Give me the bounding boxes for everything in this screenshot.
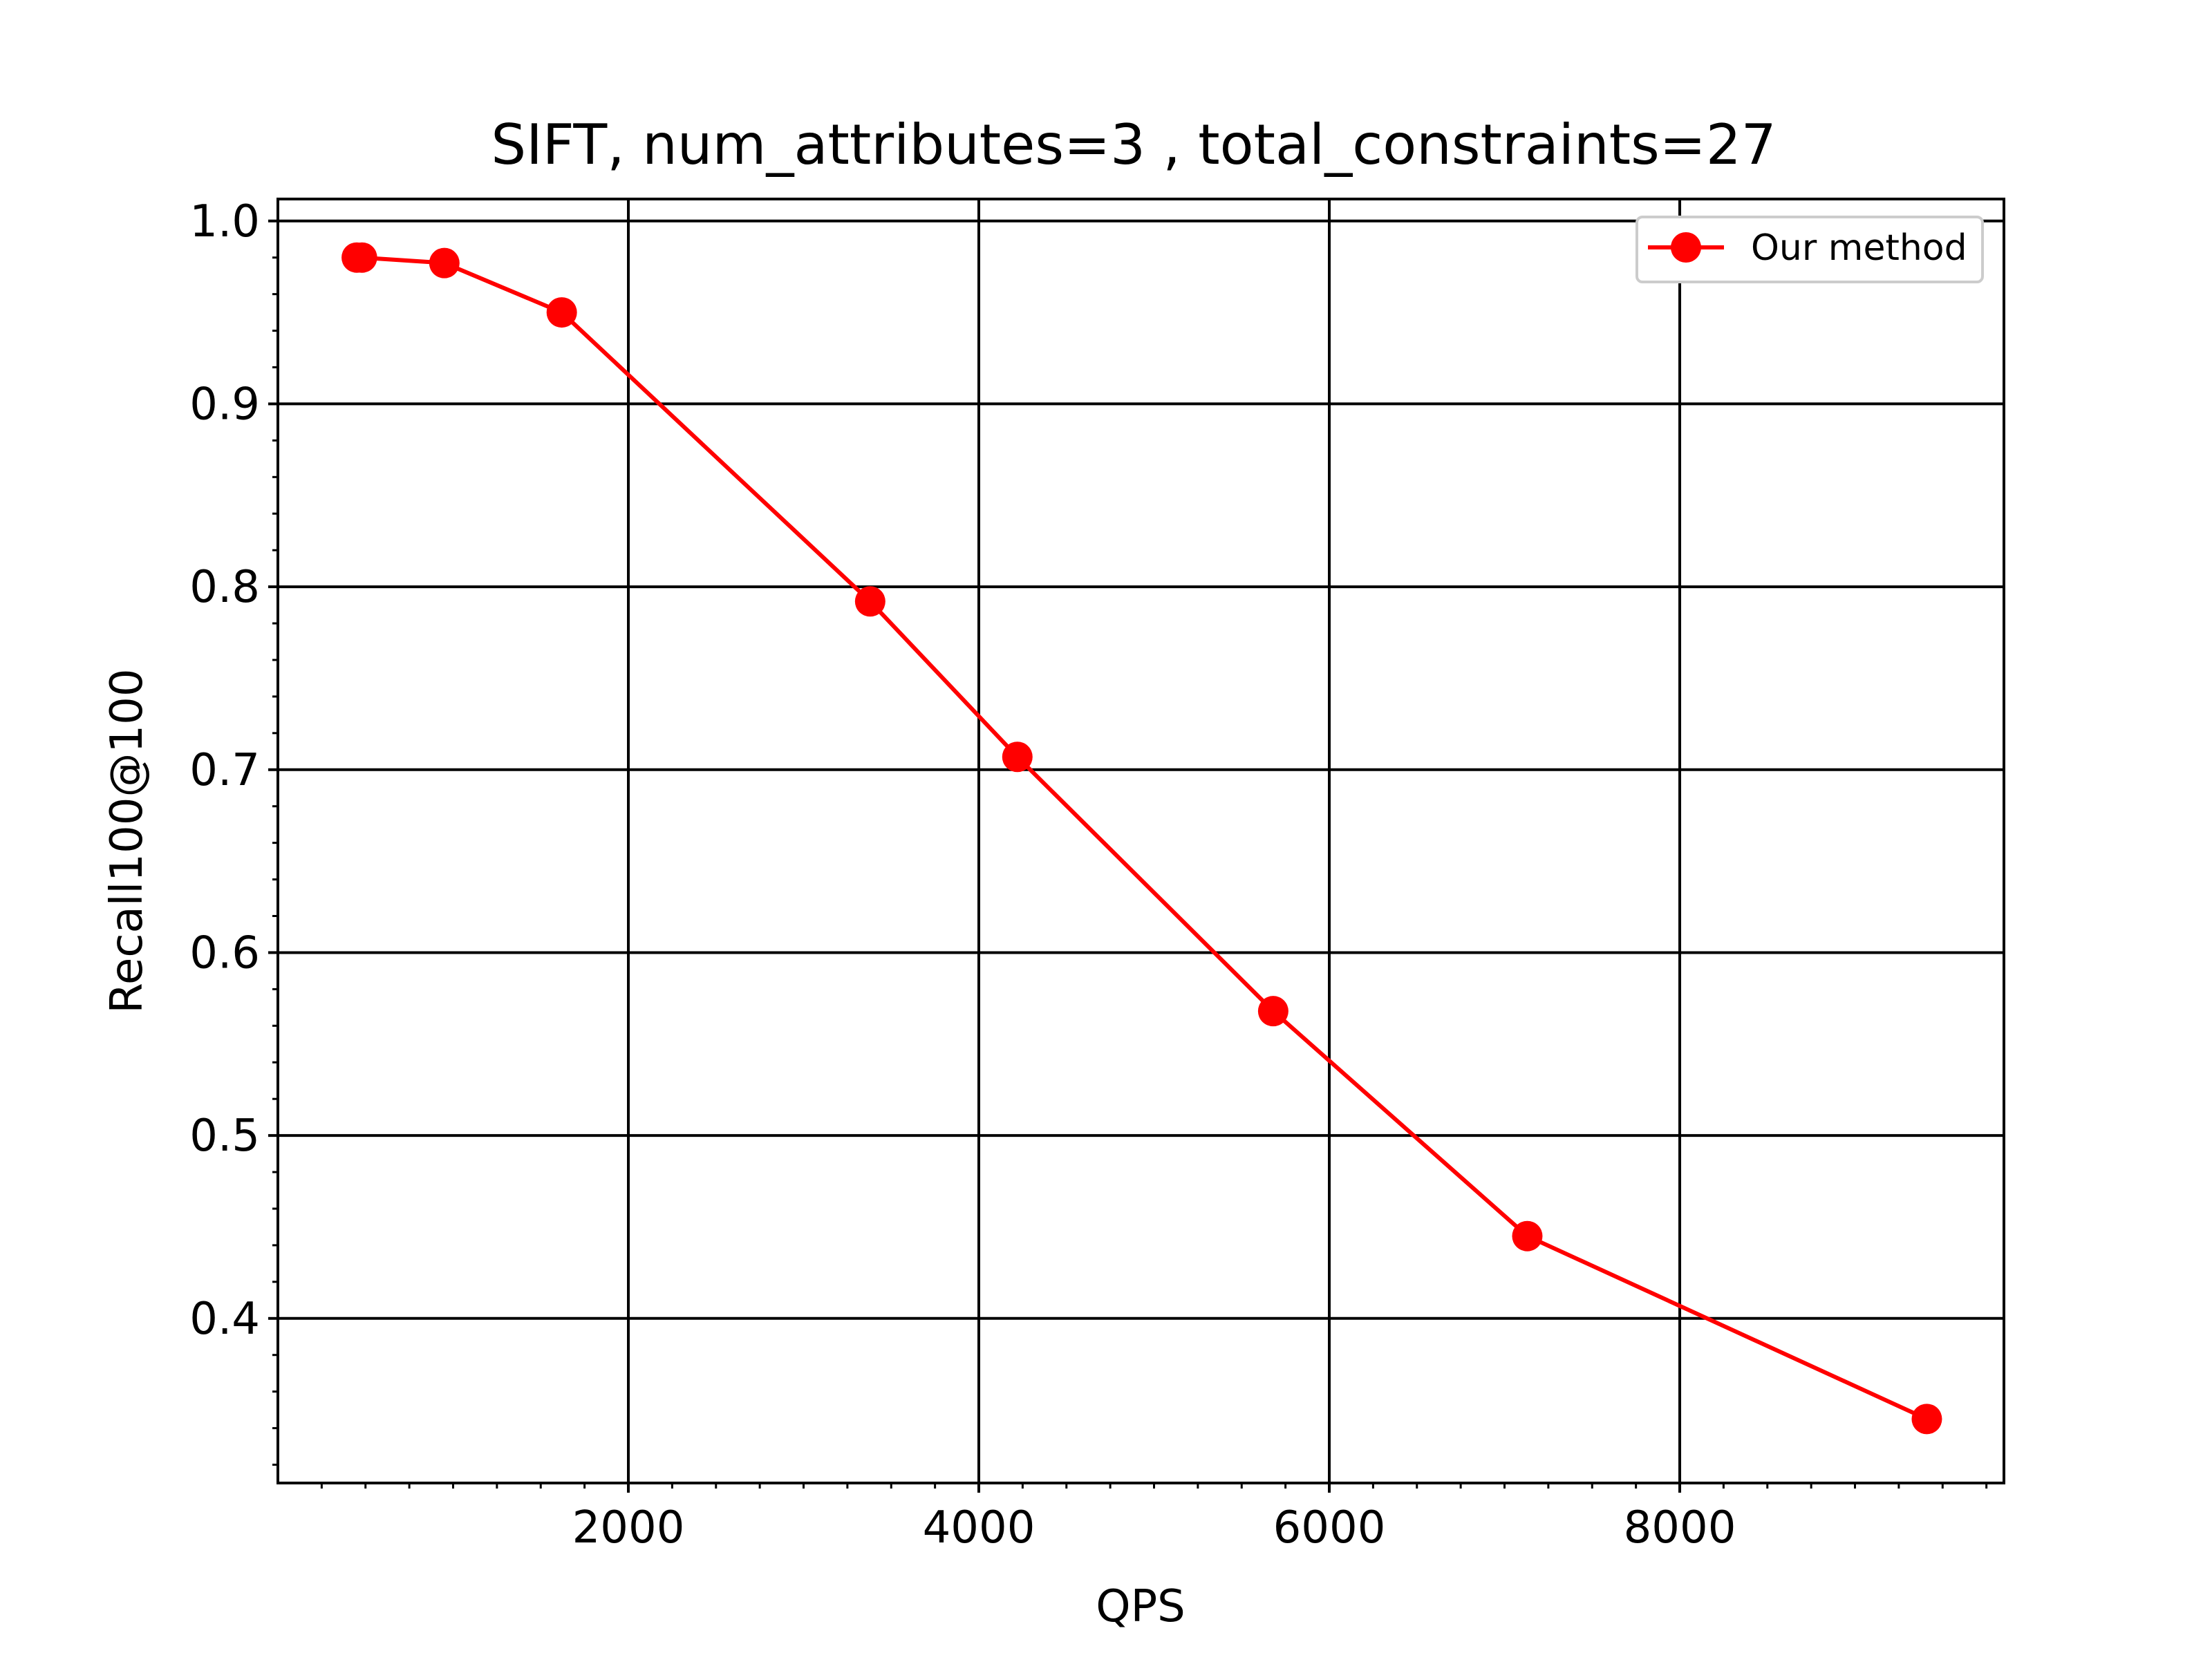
y-axis-label: Recall100@100 bbox=[102, 668, 153, 1013]
plot-area-frame bbox=[276, 198, 2005, 1484]
y-tick-label: 1.0 bbox=[189, 196, 260, 247]
y-tick-label: 0.4 bbox=[189, 1294, 260, 1345]
y-tick-label: 0.6 bbox=[189, 927, 260, 979]
data-point bbox=[546, 297, 577, 328]
axis-ticks: 2000 4000 6000 8000 0.4 0.5 0.6 0.7 0.8 0.9 1.0 bbox=[189, 196, 1988, 1554]
data-point bbox=[1257, 996, 1288, 1027]
y-tick-label: 0.8 bbox=[189, 562, 260, 613]
legend-box bbox=[1635, 216, 1984, 283]
y-tick-label: 0.7 bbox=[189, 745, 260, 796]
legend-label: Our method bbox=[1751, 227, 1967, 269]
x-tick-label: 4000 bbox=[923, 1502, 1035, 1554]
legend: Our method bbox=[1635, 216, 1984, 283]
x-tick-label: 6000 bbox=[1273, 1502, 1386, 1554]
chart-title: SIFT, num_attributes=3 , total_constrain… bbox=[491, 113, 1776, 177]
y-tick-label: 0.5 bbox=[189, 1111, 260, 1162]
x-tick-label: 2000 bbox=[572, 1502, 685, 1554]
legend-marker bbox=[1671, 232, 1701, 263]
data-point bbox=[854, 586, 885, 617]
y-tick-label: 0.9 bbox=[189, 379, 260, 430]
data-point bbox=[1002, 742, 1033, 773]
data-point bbox=[429, 247, 460, 278]
data-point bbox=[1911, 1404, 1942, 1435]
series-layer bbox=[341, 242, 1942, 1435]
x-axis-label: QPS bbox=[1096, 1581, 1185, 1632]
data-point bbox=[1512, 1220, 1543, 1252]
x-tick-label: 8000 bbox=[1624, 1502, 1736, 1554]
data-point bbox=[346, 242, 377, 273]
